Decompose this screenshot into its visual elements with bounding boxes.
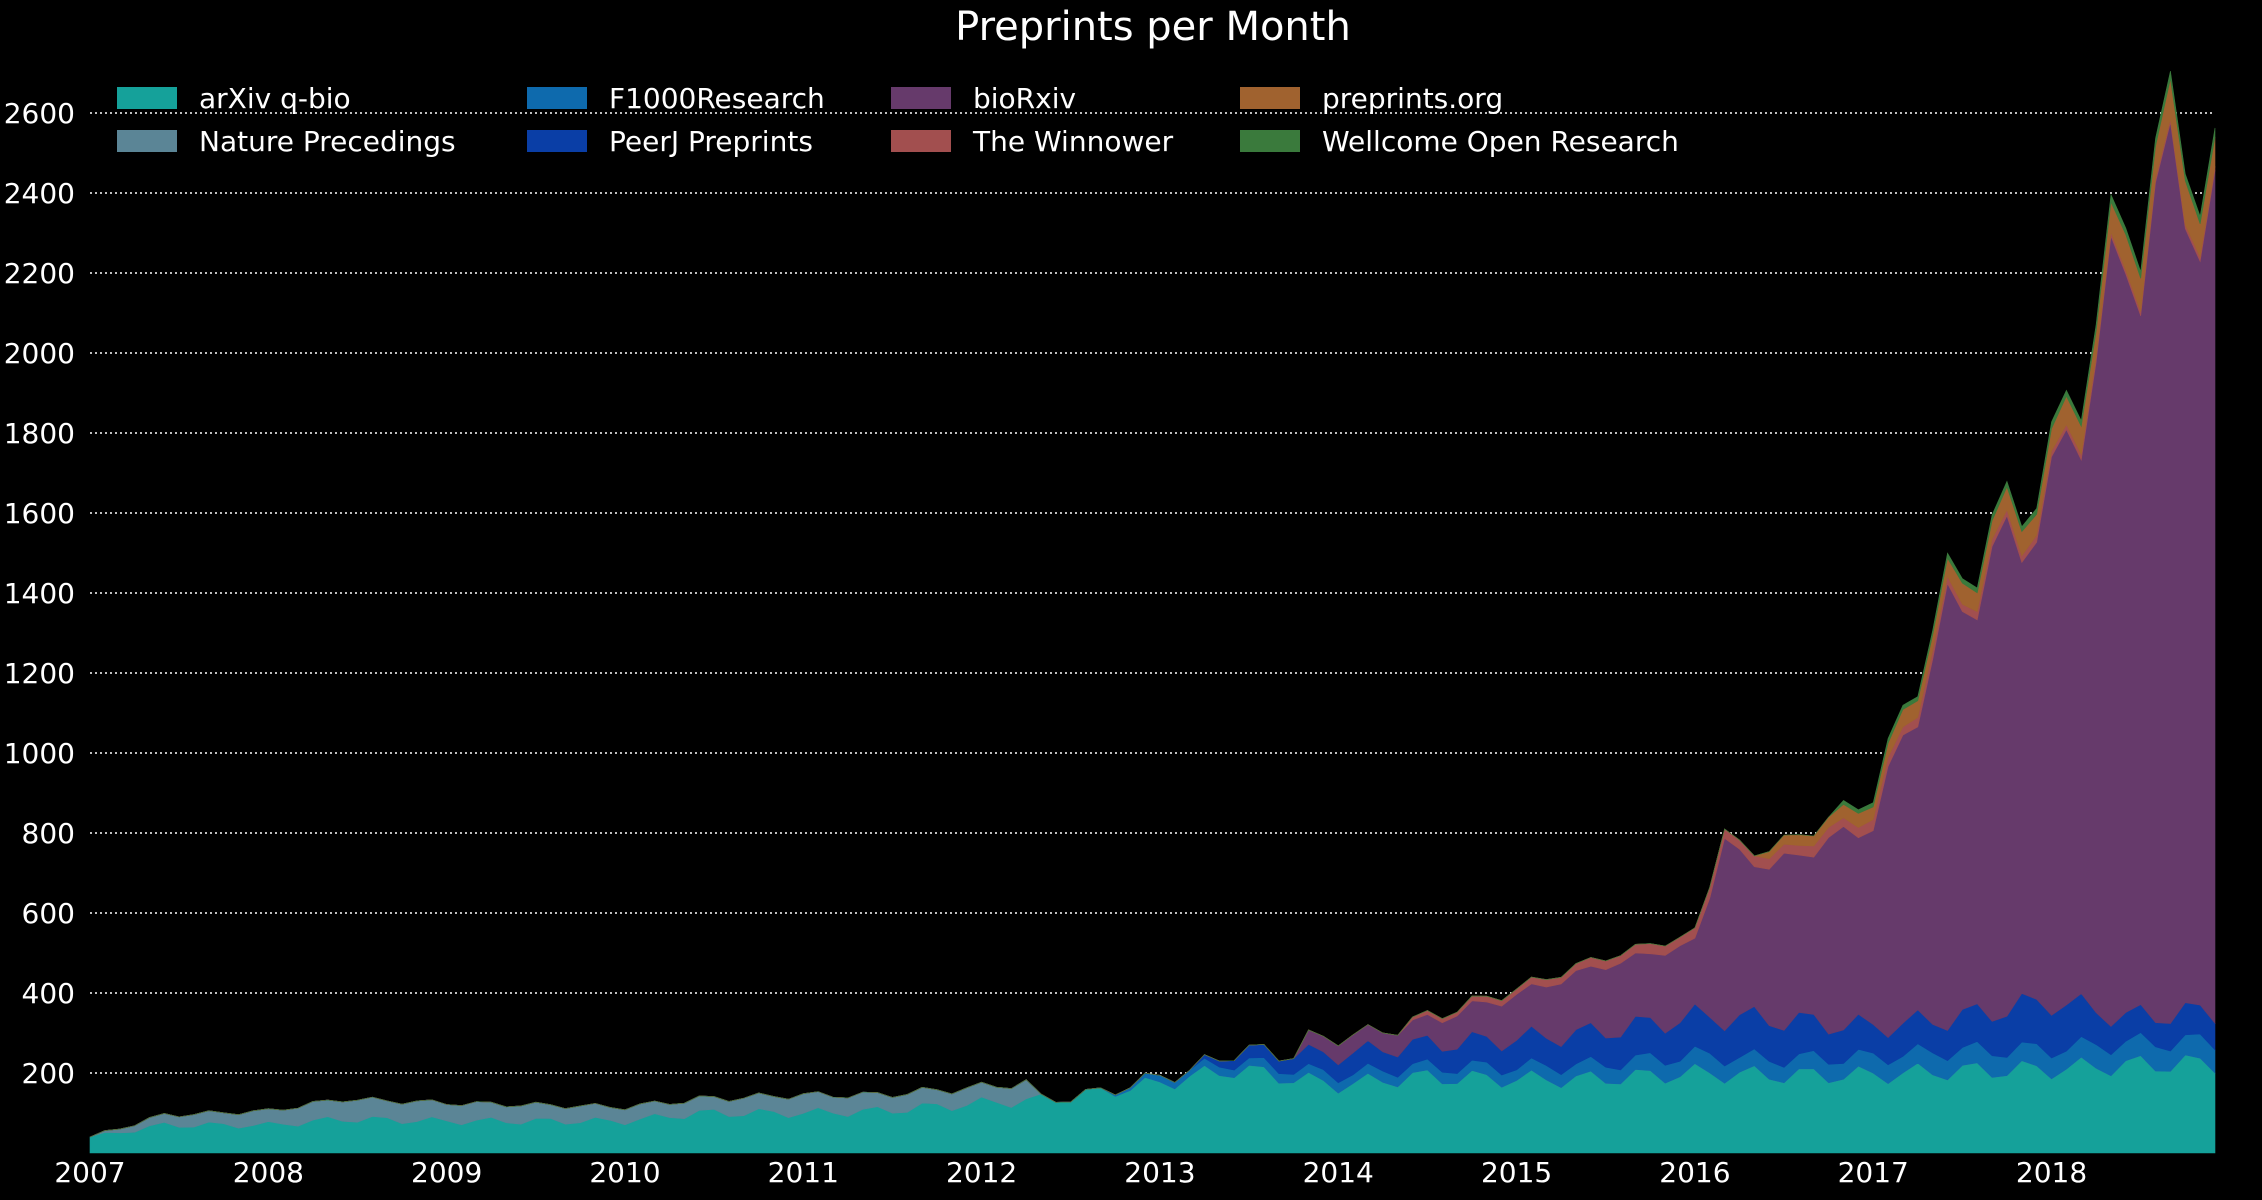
- legend-swatch: [1240, 87, 1300, 109]
- legend-item: bioRxiv: [891, 82, 1076, 115]
- chart-title: Preprints per Month: [955, 4, 1351, 50]
- y-tick-label: 1200: [4, 657, 75, 690]
- legend-label: Nature Precedings: [199, 125, 456, 158]
- legend-item: arXiv q-bio: [117, 82, 351, 115]
- legend-swatch: [527, 130, 587, 152]
- x-tick-label: 2007: [54, 1156, 125, 1189]
- y-tick-label: 2400: [4, 177, 75, 210]
- legend-label: The Winnower: [972, 125, 1174, 158]
- legend-item: F1000Research: [527, 82, 825, 115]
- legend-swatch: [117, 130, 177, 152]
- x-tick-label: 2008: [233, 1156, 304, 1189]
- area-wellcome-open-research: [89, 71, 2216, 1138]
- x-tick-label: 2010: [589, 1156, 660, 1189]
- legend-item: PeerJ Preprints: [527, 125, 813, 158]
- y-tick-label: 2200: [4, 257, 75, 290]
- x-tick-label: 2009: [411, 1156, 482, 1189]
- y-tick-label: 400: [22, 977, 75, 1010]
- x-tick-label: 2011: [768, 1156, 839, 1189]
- y-tick-label: 1800: [4, 417, 75, 450]
- y-tick-label: 1000: [4, 737, 75, 770]
- y-tick-label: 2600: [4, 97, 75, 130]
- y-tick-label: 600: [22, 897, 75, 930]
- legend-swatch: [527, 87, 587, 109]
- x-tick-label: 2013: [1124, 1156, 1195, 1189]
- x-tick-label: 2018: [2016, 1156, 2087, 1189]
- legend-swatch: [117, 87, 177, 109]
- legend-label: F1000Research: [609, 82, 825, 115]
- y-tick-label: 1600: [4, 497, 75, 530]
- y-tick-labels: 200 400 600 800 1000 1200 1400 1600 1800 2000 2200…: [4, 97, 75, 1090]
- legend-swatch: [1240, 130, 1300, 152]
- legend-label: bioRxiv: [973, 82, 1076, 115]
- legend-item: Nature Precedings: [117, 125, 456, 158]
- y-tick-label: 2000: [4, 337, 75, 370]
- x-tick-label: 2016: [1659, 1156, 1730, 1189]
- x-tick-label: 2017: [1838, 1156, 1909, 1189]
- x-tick-label: 2014: [1303, 1156, 1374, 1189]
- area-biorxiv: [89, 122, 2216, 1138]
- legend-label: preprints.org: [1322, 82, 1503, 115]
- y-tick-label: 800: [22, 817, 75, 850]
- legend-swatch: [891, 130, 951, 152]
- legend-label: Wellcome Open Research: [1322, 125, 1679, 158]
- x-tick-labels: 2007 2008 2009 2010 2011 2012 2013 2014 2015 2016…: [54, 1156, 2087, 1189]
- legend: arXiv q-bio Nature Precedings F1000Researc…: [117, 82, 1679, 158]
- legend-item: preprints.org: [1240, 82, 1503, 115]
- x-tick-label: 2012: [946, 1156, 1017, 1189]
- legend-item: Wellcome Open Research: [1240, 125, 1679, 158]
- legend-label: PeerJ Preprints: [609, 125, 813, 158]
- legend-swatch: [891, 87, 951, 109]
- series-areas: [89, 71, 2216, 1154]
- y-tick-label: 200: [22, 1057, 75, 1090]
- y-tick-label: 1400: [4, 577, 75, 610]
- legend-label: arXiv q-bio: [199, 82, 351, 115]
- x-tick-label: 2015: [1481, 1156, 1552, 1189]
- legend-item: The Winnower: [891, 125, 1174, 158]
